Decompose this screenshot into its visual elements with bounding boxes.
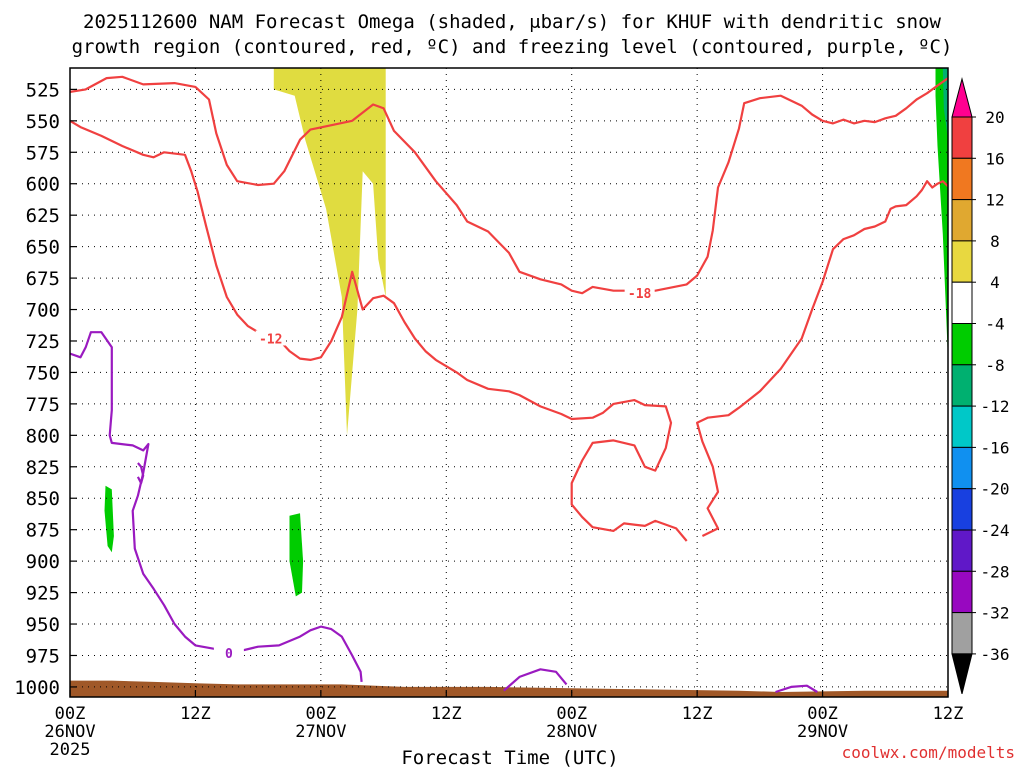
x-axis-label: Forecast Time (UTC) [401,747,618,768]
x-tick-label: 12Z [933,704,964,724]
colorbar-swatch [951,323,973,366]
colorbar-label: -32 [981,604,1010,623]
chart-title-line1: 2025112600 NAM Forecast Omega (shaded, μ… [83,11,941,33]
contour-purple-0 [70,331,363,683]
colorbar-swatch [951,364,973,407]
y-tick-label: 750 [26,362,60,384]
y-tick-label: 725 [26,331,60,353]
colorbar-label: 20 [985,108,1004,127]
x-tick-label: 28NOV [546,722,597,742]
x-tick-label: 29NOV [797,722,848,742]
colorbar-swatch [951,446,973,490]
colorbar-label: 4 [990,273,1000,292]
plot-frame [69,67,949,698]
y-tick-label: 850 [26,488,60,510]
colorbar-swatch [951,199,973,242]
colorbar-swatch [951,488,973,531]
y-tick-label: 875 [26,520,60,542]
y-tick-label: 675 [26,268,60,290]
y-tick-label: 800 [26,425,60,447]
colorbar-label: -16 [981,438,1010,457]
omega-region-downward-motion-s [289,513,304,597]
x-tick-label: 00Z [807,704,838,724]
omega-region-upward-motion-shaded [273,68,386,436]
y-axis-ticks: 525 550 575 600 625 650 675 700 725 750 775 800 825 8… [14,79,77,699]
y-tick-label: 975 [26,645,60,667]
x-tick-label: 00Z [305,704,336,724]
contour-purple-0-small-1 [136,462,145,485]
contour-red-minus12 [70,119,688,542]
terrain-fill [70,680,948,697]
colorbar-swatch [951,116,973,159]
contour-label-bg [255,330,286,346]
y-tick-label: 1000 [14,677,60,699]
x-tick-label: 12Z [431,704,462,724]
omega-region-downward-motion-east-core [942,68,948,140]
contour-red-minus12-east [695,180,948,537]
contour-label-bg [624,285,655,301]
colorbar-bottom-arrow [951,653,973,695]
y-tick-label: 700 [26,300,60,322]
x-tick-label: 12Z [180,704,211,724]
colorbar-label: -12 [981,397,1010,416]
colorbar-swatch [951,157,973,201]
watermark: coolwx.com/modelts [842,743,1015,762]
y-tick-label: 825 [26,457,60,479]
contour-label-bg [213,644,244,660]
y-tick-label: 775 [26,394,60,416]
x-tick-label: 12Z [682,704,713,724]
y-tick-label: 575 [26,142,60,164]
contour-purple-0-small-2 [503,668,568,692]
colorbar-label: -36 [981,645,1010,664]
x-tick-label: 00Z [55,704,86,724]
colorbar: 20 16 12 8 4 -4 -8 -12 -16 -20 -24 -28 -32 -36 [951,77,1010,695]
plot-area: -18 -12 0 [69,67,949,698]
omega-region-downward-motion-east [935,68,948,360]
chart-title-line2: growth region (contoured, red, ºC) and f… [72,36,953,58]
colorbar-top-arrow [951,77,973,118]
colorbar-label: -8 [985,356,1004,375]
y-tick-label: 900 [26,551,60,573]
y-tick-label: 525 [26,79,60,101]
plot-inner: -18 -12 0 [70,68,948,697]
y-tick-label: 650 [26,237,60,259]
y-tick-label: 925 [26,583,60,605]
colorbar-swatch [951,529,973,572]
contour-label-red-minus18: -18 [628,287,652,302]
colorbar-label: 12 [985,191,1004,210]
y-tick-label: 600 [26,174,60,196]
colorbar-swatch [951,240,973,283]
contour-label-red-minus12: -12 [259,332,282,347]
colorbar-label: -28 [981,562,1010,581]
omega-region-downward-motion-sw [104,485,114,553]
colorbar-label: -24 [981,521,1010,540]
y-tick-label: 950 [26,614,60,636]
contour-label-purple-0: 0 [225,647,233,662]
colorbar-swatch [951,612,973,655]
colorbar-label: 16 [985,149,1004,168]
x-tick-label: 26NOV [44,722,95,742]
x-tick-label: 2025 [50,740,91,760]
contour-purple-0-small-3 [775,684,818,694]
x-tick-label: 27NOV [295,722,346,742]
colorbar-label: -4 [985,315,1004,334]
contour-red-minus18 [70,75,948,295]
y-tick-label: 550 [26,111,60,133]
colorbar-swatch [951,570,973,614]
y-tick-label: 625 [26,205,60,227]
colorbar-label: -20 [981,480,1010,499]
colorbar-label: 8 [990,232,1000,251]
x-tick-label: 00Z [556,704,587,724]
colorbar-swatch [951,281,973,325]
colorbar-swatch [951,405,973,448]
